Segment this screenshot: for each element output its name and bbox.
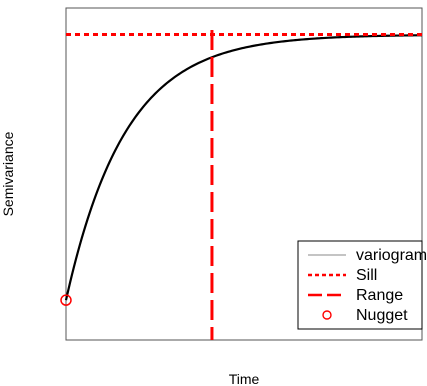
legend-key-nugget <box>322 310 332 320</box>
legend-label-nugget: Nugget <box>356 307 408 324</box>
legend-label-sill: Sill <box>356 267 377 284</box>
plot-frame <box>65 7 423 341</box>
legend-label-variogram: variogram <box>356 247 427 264</box>
legend: variogram Sill Range Nugget <box>297 240 427 330</box>
x-axis-label: Time <box>229 371 260 386</box>
legend-label-range: Range <box>356 287 403 304</box>
legend-box <box>297 240 423 330</box>
y-axis-label: Semivariance <box>0 131 16 216</box>
variogram-curve <box>64 34 423 301</box>
nugget-point <box>60 294 72 306</box>
